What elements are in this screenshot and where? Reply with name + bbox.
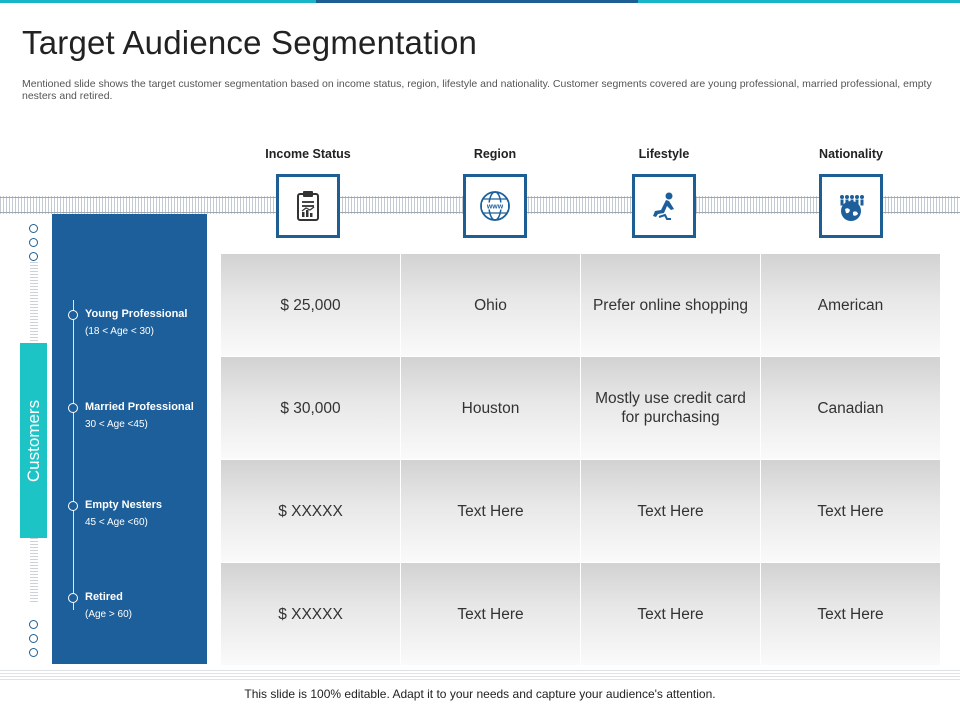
person-relaxing-icon — [653, 192, 674, 220]
table-cell: Prefer online shopping — [581, 254, 760, 356]
top-bar-segment-2 — [316, 0, 638, 3]
table-cell: American — [761, 254, 940, 356]
segment-name: Young Professional — [85, 308, 188, 320]
table-cell: Mostly use credit card for purchasing — [581, 357, 760, 459]
table-cell: $ XXXXX — [221, 460, 400, 562]
table-cell: $ 30,000 — [221, 357, 400, 459]
income-status-icon-box — [276, 174, 340, 238]
table-cell: Text Here — [581, 460, 760, 562]
segment-name: Retired — [85, 591, 123, 603]
svg-text:www: www — [486, 204, 504, 211]
table-cell: $ 25,000 — [221, 254, 400, 356]
decor-dot — [29, 634, 38, 643]
page-title: Target Audience Segmentation — [22, 24, 478, 61]
segment-age: (18 < Age < 30) — [85, 326, 154, 337]
decor-dot — [29, 648, 38, 657]
customers-tab-label: Customers — [23, 399, 43, 482]
bottom-ruler — [0, 670, 960, 680]
top-bar-segment-1 — [0, 0, 316, 3]
segment-marker — [68, 403, 78, 413]
segment-marker — [68, 501, 78, 511]
lifestyle-icon-box — [632, 174, 696, 238]
column-header-income-status: Income Status — [265, 147, 351, 161]
table-cell: Text Here — [761, 460, 940, 562]
table-cell: Text Here — [401, 460, 580, 562]
clipboard-chart-icon — [297, 191, 319, 221]
table-cell: Canadian — [761, 357, 940, 459]
table-cell: Text Here — [581, 563, 760, 665]
table-cell: $ XXXXX — [221, 563, 400, 665]
top-bar-segment-3 — [638, 0, 960, 3]
decor-dot — [29, 238, 38, 247]
globe-www-icon: www — [480, 191, 510, 221]
table-cell: Text Here — [761, 563, 940, 665]
decor-dot — [29, 620, 38, 629]
segment-marker — [68, 310, 78, 320]
customers-tab: Customers — [20, 343, 47, 538]
table-cell: Ohio — [401, 254, 580, 356]
top-accent-bar — [0, 0, 960, 4]
column-header-region: Region — [473, 147, 517, 161]
region-icon-box: www — [463, 174, 527, 238]
table-cell: Houston — [401, 357, 580, 459]
column-header-nationality: Nationality — [819, 147, 883, 161]
segment-marker — [68, 593, 78, 603]
decor-dot — [29, 224, 38, 233]
segments-panel — [52, 214, 207, 664]
table-cell: Text Here — [401, 563, 580, 665]
segments-timeline-line — [73, 300, 74, 610]
footer-note: This slide is 100% editable. Adapt it to… — [244, 687, 716, 701]
segmentation-table: $ 25,000 Ohio Prefer online shopping Ame… — [221, 254, 941, 665]
people-globe-icon — [840, 195, 864, 221]
page-subtitle: Mentioned slide shows the target custome… — [22, 78, 932, 102]
segment-age: (Age > 60) — [85, 609, 132, 620]
segment-name: Married Professional — [85, 401, 194, 413]
column-header-lifestyle: Lifestyle — [638, 147, 690, 161]
nationality-icon-box — [819, 174, 883, 238]
segment-name: Empty Nesters — [85, 499, 163, 511]
decor-dot — [29, 252, 38, 261]
segment-age: 45 < Age <60) — [85, 517, 148, 528]
segment-age: 30 < Age <45) — [85, 419, 148, 430]
